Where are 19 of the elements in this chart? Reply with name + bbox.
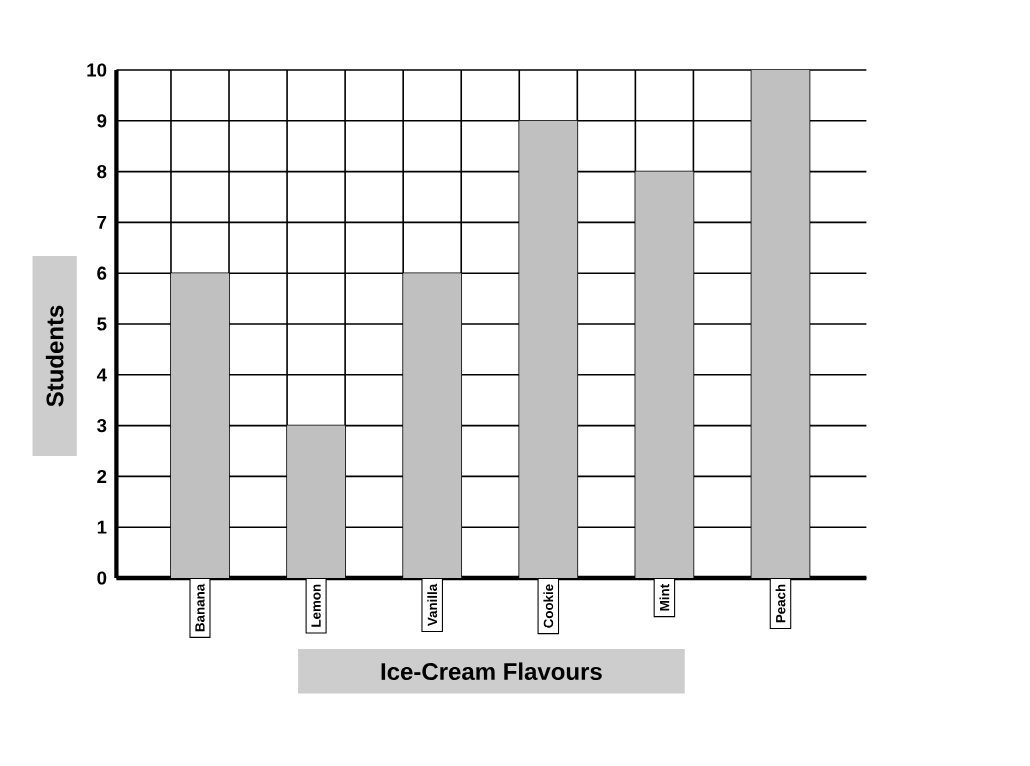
bar <box>287 425 346 578</box>
y-tick-label: 10 <box>87 63 107 77</box>
x-axis-title: Ice-Cream Flavours <box>381 662 602 681</box>
y-tick-label: 0 <box>97 571 107 585</box>
bar <box>635 171 694 578</box>
y-tick-label: 3 <box>97 419 107 433</box>
bar <box>403 273 462 578</box>
y-axis-title: Students <box>45 305 64 407</box>
y-tick-label: 5 <box>97 317 107 331</box>
y-tick-label: 8 <box>97 165 107 179</box>
bar <box>519 120 578 578</box>
bar <box>170 273 230 578</box>
bar <box>751 70 810 578</box>
y-tick-label: 2 <box>97 469 107 483</box>
y-tick-label: 1 <box>97 520 107 534</box>
y-tick-label: 9 <box>97 114 107 128</box>
y-tick-label: 7 <box>97 215 107 229</box>
y-tick-label: 4 <box>96 368 107 382</box>
y-tick-label: 6 <box>97 266 107 280</box>
